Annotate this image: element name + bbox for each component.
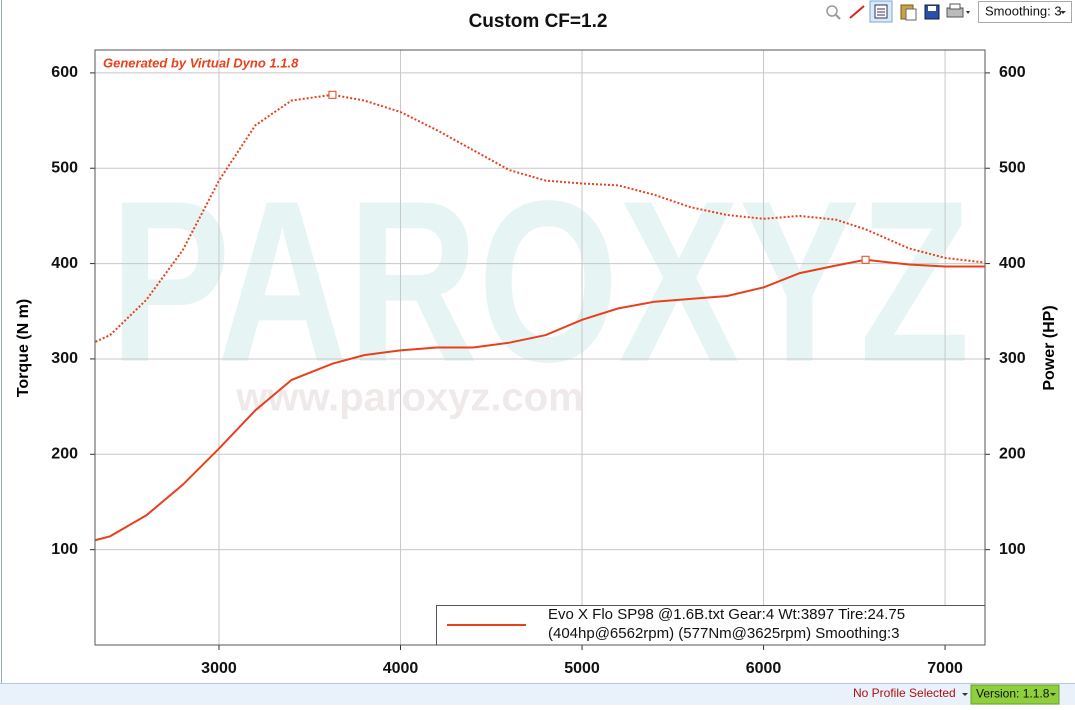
y-axis-title: Torque (N m): [15, 299, 32, 397]
y2-tick-label: 300: [999, 350, 1026, 367]
y-tick-label: 600: [51, 64, 78, 81]
watermark-url: www.paroxyz.com: [235, 376, 584, 420]
generator-note: Generated by Virtual Dyno 1.1.8: [103, 55, 299, 70]
y2-tick-label: 600: [999, 64, 1026, 81]
y2-axis-title: Power (HP): [1041, 305, 1058, 390]
y2-tick-label: 400: [999, 255, 1026, 272]
series-line: [95, 93, 985, 343]
smoothing-label: Smoothing: 3: [985, 3, 1062, 18]
y-tick-label: 400: [51, 255, 78, 272]
save-button[interactable]: [924, 4, 940, 20]
profile-status[interactable]: No Profile Selected: [853, 686, 956, 700]
profile-arrow: [962, 693, 968, 696]
status-bg: [0, 683, 1075, 705]
x-tick-label: 7000: [927, 660, 963, 677]
legend-box: [436, 605, 986, 646]
y-tick-label: 300: [51, 350, 78, 367]
watermark-logo: PAROXYZ: [110, 153, 970, 410]
peak-marker: [328, 90, 337, 99]
y2-tick-label: 200: [999, 446, 1026, 463]
x-tick-label: 6000: [746, 660, 782, 677]
version-label: Version: 1.1.8: [976, 687, 1050, 701]
watermark-layer: PAROXYZ www.paroxyz.com: [110, 153, 970, 420]
status-bar: No Profile Selected Version: 1.1.8: [0, 683, 1075, 705]
smoothing-dropdown[interactable]: Smoothing: 3: [978, 1, 1072, 23]
y-tick-label: 200: [51, 446, 78, 463]
legend-text: Evo X Flo SP98 @1.6B.txt Gear:4 Wt:3897 …: [548, 606, 905, 623]
zoom-button[interactable]: [826, 5, 841, 20]
y2-tick-label: 100: [999, 541, 1026, 558]
series-line: [95, 258, 985, 542]
x-tick-label: 4000: [383, 660, 419, 677]
peak-marker: [861, 255, 870, 264]
y-tick-label: 500: [51, 159, 78, 176]
chart-title: Custom CF=1.2: [469, 11, 608, 32]
print-button[interactable]: [946, 3, 970, 18]
legend-text: (404hp@6562rpm) (577Nm@3625rpm) Smoothin…: [548, 625, 899, 642]
draw-button[interactable]: [849, 5, 865, 19]
y-tick-label: 100: [51, 541, 78, 558]
x-tick-label: 5000: [564, 660, 600, 677]
version-button[interactable]: [970, 684, 1060, 705]
paste-button[interactable]: [900, 4, 917, 21]
table-button[interactable]: [869, 0, 893, 23]
toolbar: Smoothing: 3: [826, 0, 1072, 23]
x-tick-label: 3000: [201, 660, 237, 677]
y2-tick-label: 500: [999, 159, 1026, 176]
version-arrow: [1050, 693, 1056, 696]
